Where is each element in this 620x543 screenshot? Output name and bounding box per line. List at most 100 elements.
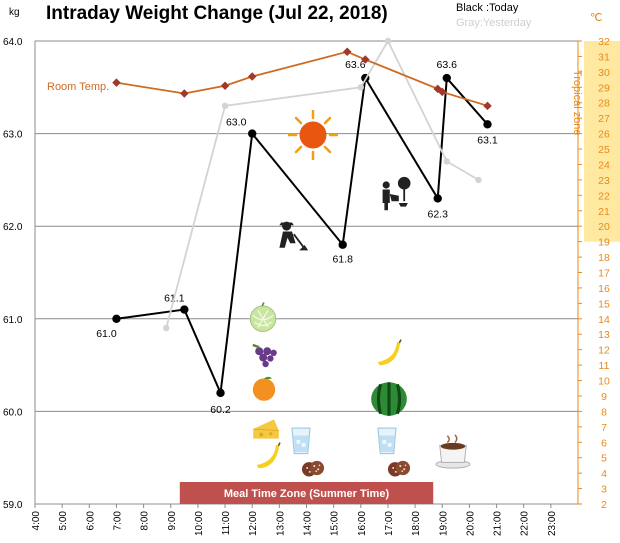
room-temp-point	[342, 47, 352, 57]
data-point-yesterday	[475, 176, 482, 184]
room-temp-point	[112, 78, 121, 87]
meal-time-zone-bar	[179, 482, 434, 504]
meal-time-zone-label: Meal Time Zone (Summer Time)	[224, 488, 390, 500]
x-tick-label: 13:00	[275, 511, 286, 536]
right-tick-label: 23	[598, 175, 610, 187]
right-tick-label: 7	[601, 422, 607, 434]
data-point-today	[483, 120, 492, 129]
room-temp-point	[483, 101, 492, 111]
right-tick-label: 5	[601, 453, 607, 465]
right-tick-label: 16	[598, 283, 610, 295]
right-tick-label: 31	[598, 51, 610, 63]
right-tick-label: 22	[598, 190, 610, 202]
right-tick-label: 20	[598, 221, 610, 233]
right-tick-label: 10	[598, 376, 610, 388]
x-tick-label: 9:00	[167, 511, 178, 531]
data-label: 63.6	[345, 59, 366, 71]
legend-today: Black :Today	[456, 2, 519, 14]
right-tick-label: 6	[601, 437, 607, 449]
data-point-yesterday	[443, 158, 450, 165]
data-label: 62.3	[428, 208, 449, 220]
right-tick-label: 15	[598, 298, 610, 310]
series-line-room_temp	[116, 50, 488, 107]
y-tick-label: 61.0	[3, 315, 23, 326]
watermelon-icon	[369, 380, 409, 418]
x-tick-label: 23:00	[547, 511, 558, 536]
data-label: 61.0	[96, 328, 117, 340]
right-axis-unit: ℃	[590, 12, 603, 24]
right-tick-label: 19	[598, 237, 610, 249]
right-tick-label: 9	[601, 391, 607, 403]
right-tick-label: 29	[598, 82, 610, 94]
x-tick-label: 22:00	[520, 511, 531, 536]
chart-title: Intraday Weight Change (Jul 22, 2018)	[46, 3, 388, 24]
right-tick-label: 11	[599, 360, 610, 372]
data-point-today	[433, 194, 442, 203]
data-point-yesterday	[357, 84, 364, 91]
room-temp-point	[220, 81, 230, 90]
cookies-icon	[387, 460, 411, 477]
right-tick-label: 25	[598, 144, 610, 156]
y-tick-label: 62.0	[3, 222, 23, 233]
right-tick-label: 2	[601, 499, 607, 511]
right-tick-label: 12	[598, 345, 610, 357]
data-label: 63.0	[226, 117, 247, 129]
right-tick-label: 17	[598, 268, 610, 280]
data-label: 60.2	[210, 404, 231, 416]
right-tick-label: 14	[598, 314, 610, 326]
x-tick-label: 11:00	[221, 511, 232, 536]
room-temp-point	[247, 72, 257, 81]
cookies-icon	[301, 460, 325, 477]
room-temp-point	[180, 89, 189, 98]
y-tick-label: 60.0	[3, 407, 23, 418]
water-glass-icon	[291, 427, 311, 455]
x-tick-label: 10:00	[194, 511, 205, 536]
x-tick-label: 20:00	[465, 511, 476, 536]
data-label: 63.1	[477, 134, 498, 146]
tropical-zone-band	[584, 41, 620, 242]
sun-icon	[288, 110, 338, 160]
data-point-yesterday	[163, 324, 170, 332]
data-point-today	[180, 305, 189, 314]
x-tick-label: 16:00	[357, 511, 368, 536]
left-axis-unit: kg	[9, 7, 20, 18]
x-tick-label: 18:00	[411, 511, 422, 536]
melon-icon	[249, 301, 277, 333]
right-tick-label: 27	[598, 113, 610, 125]
x-tick-label: 17:00	[384, 511, 395, 536]
data-point-yesterday	[384, 37, 392, 45]
right-tick-label: 4	[601, 468, 607, 480]
right-tick-label: 21	[598, 206, 610, 218]
right-tick-label: 13	[598, 329, 610, 341]
orange-icon	[252, 376, 276, 401]
x-tick-label: 19:00	[438, 511, 449, 536]
water-glass-icon	[377, 427, 397, 455]
right-tick-label: 18	[598, 252, 610, 264]
series-line-yesterday	[165, 39, 479, 329]
x-tick-label: 8:00	[140, 511, 151, 531]
x-tick-label: 21:00	[493, 511, 504, 536]
right-tick-label: 3	[601, 484, 607, 496]
data-point-today	[442, 73, 451, 83]
grapes-icon	[251, 343, 278, 369]
y-tick-label: 63.0	[3, 130, 23, 141]
x-tick-label: 4:00	[31, 511, 42, 531]
right-tick-label: 32	[598, 36, 610, 48]
x-tick-label: 6:00	[85, 511, 96, 531]
y-tick-label: 64.0	[3, 37, 23, 48]
room-temp-point	[361, 55, 370, 64]
right-tick-label: 28	[598, 98, 610, 110]
y-tick-label: 59.0	[3, 500, 23, 511]
data-point-today	[216, 388, 225, 398]
tropical-zone-label: Tropical zone	[571, 70, 583, 136]
x-tick-label: 7:00	[112, 511, 123, 531]
data-point-today	[112, 314, 121, 323]
data-point-today	[248, 129, 257, 138]
x-tick-label: 14:00	[303, 511, 314, 536]
legend-yesterday: Gray:Yesterday	[456, 17, 532, 29]
right-tick-label: 8	[601, 406, 607, 418]
data-point-yesterday	[221, 102, 229, 110]
x-tick-label: 5:00	[58, 511, 69, 531]
x-tick-label: 15:00	[330, 511, 341, 536]
